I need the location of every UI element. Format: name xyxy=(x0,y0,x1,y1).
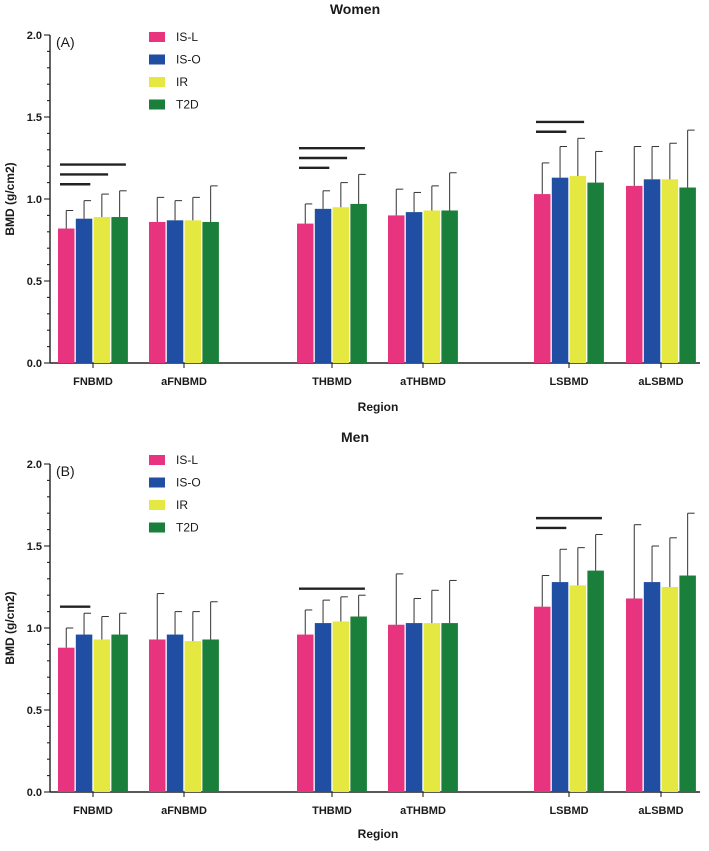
bar-t2d xyxy=(111,634,128,792)
legend-swatch-is-o xyxy=(149,54,165,65)
bar-is-o xyxy=(75,634,93,792)
legend-swatch-ir xyxy=(149,77,165,87)
bar-t2d xyxy=(202,639,219,792)
bar-is-l xyxy=(149,221,166,363)
x-tick-label: aFNBMD xyxy=(161,376,207,388)
bar-is-o xyxy=(405,212,423,363)
bar-is-l xyxy=(58,228,75,363)
x-tick-label: FNBMD xyxy=(73,376,113,388)
y-tick-label: 1.5 xyxy=(27,541,42,553)
y-tick-label: 1.5 xyxy=(27,112,42,124)
x-tick-label: aFNBMD xyxy=(161,805,207,817)
bar-t2d xyxy=(350,616,367,792)
bar-is-o xyxy=(166,634,184,792)
legend-label: IR xyxy=(176,75,188,89)
legend-swatch-is-l xyxy=(149,32,165,42)
bar-t2d xyxy=(679,575,696,792)
bar-ir xyxy=(332,207,350,363)
x-tick-label: THBMD xyxy=(312,805,352,817)
panel-label: (B) xyxy=(56,463,75,479)
bar-is-o xyxy=(551,177,569,363)
panel-label: (A) xyxy=(56,34,75,50)
bar-t2d xyxy=(350,203,367,363)
bar-is-l xyxy=(626,185,643,363)
bar-t2d xyxy=(587,182,604,363)
bar-ir xyxy=(423,623,441,792)
legend-label: IS-O xyxy=(176,476,201,490)
legend-swatch-is-l xyxy=(149,455,165,465)
y-tick-label: 2.0 xyxy=(27,459,42,471)
bar-is-l xyxy=(149,639,166,792)
x-tick-label: LSBMD xyxy=(549,376,588,388)
bar-is-l xyxy=(297,634,314,792)
legend-swatch-t2d xyxy=(149,99,165,110)
legend-label: IS-O xyxy=(176,53,201,67)
bar-is-o xyxy=(166,220,184,363)
bar-t2d xyxy=(202,221,219,363)
bar-is-l xyxy=(58,647,75,792)
bar-is-l xyxy=(388,624,405,792)
y-tick-label: 0.5 xyxy=(27,705,42,717)
bar-ir xyxy=(93,217,111,363)
x-tick-label: aTHBMD xyxy=(400,376,446,388)
x-tick-label: LSBMD xyxy=(549,805,588,817)
bar-ir xyxy=(93,639,111,792)
bar-t2d xyxy=(111,217,128,363)
bar-is-l xyxy=(534,606,551,792)
bar-t2d xyxy=(441,210,458,363)
legend-label: T2D xyxy=(176,521,199,535)
bar-is-o xyxy=(405,623,423,792)
legend-swatch-is-o xyxy=(149,477,165,488)
y-axis-label: BMD (g/cm2) xyxy=(3,591,17,664)
x-tick-label: aTHBMD xyxy=(400,805,446,817)
bar-ir xyxy=(332,621,350,792)
bar-ir xyxy=(661,587,679,792)
x-tick-label: FNBMD xyxy=(73,805,113,817)
bar-ir xyxy=(423,210,441,363)
y-tick-label: 0.5 xyxy=(27,276,42,288)
chart-panel-men: Men (B) 0.0 0.5 1.0 1.5 2.0 BMD (g/cm2) Region FN… xyxy=(3,429,700,841)
bar-ir xyxy=(569,585,587,792)
bar-is-l xyxy=(534,194,551,363)
y-tick-label: 0.0 xyxy=(27,787,42,799)
bar-t2d xyxy=(587,570,604,792)
x-axis-label: Region xyxy=(358,827,399,841)
bar-is-o xyxy=(314,208,332,363)
x-tick-label: aLSBMD xyxy=(638,376,683,388)
bar-is-o xyxy=(75,218,93,363)
bar-t2d xyxy=(679,187,696,363)
bar-is-l xyxy=(297,223,314,363)
bar-ir xyxy=(184,641,202,792)
legend-label: IS-L xyxy=(176,453,198,467)
bar-t2d xyxy=(441,623,458,792)
chart-title: Women xyxy=(330,1,380,17)
legend-swatch-t2d xyxy=(149,522,165,533)
y-tick-label: 1.0 xyxy=(27,194,42,206)
legend-label: IS-L xyxy=(176,30,198,44)
bar-is-l xyxy=(388,215,405,363)
legend-swatch-ir xyxy=(149,500,165,510)
y-tick-label: 1.0 xyxy=(27,623,42,635)
x-tick-label: aLSBMD xyxy=(638,805,683,817)
x-tick-label: THBMD xyxy=(312,376,352,388)
legend-label: T2D xyxy=(176,98,199,112)
bar-ir xyxy=(569,176,587,363)
y-tick-label: 2.0 xyxy=(27,30,42,42)
x-axis-label: Region xyxy=(358,400,399,414)
bar-is-o xyxy=(551,582,569,792)
chart-title: Men xyxy=(341,429,369,445)
chart-panel-women: Women (A) 0.0 0.5 1.0 1.5 2.0 BMD (g/cm2) Region… xyxy=(3,1,700,414)
bar-is-l xyxy=(626,598,643,792)
legend-label: IR xyxy=(176,498,188,512)
bar-ir xyxy=(661,179,679,363)
bar-is-o xyxy=(643,582,661,792)
y-axis-label: BMD (g/cm2) xyxy=(3,162,17,235)
bar-is-o xyxy=(643,179,661,363)
bar-ir xyxy=(184,220,202,363)
y-tick-label: 0.0 xyxy=(27,358,42,370)
bar-is-o xyxy=(314,623,332,792)
